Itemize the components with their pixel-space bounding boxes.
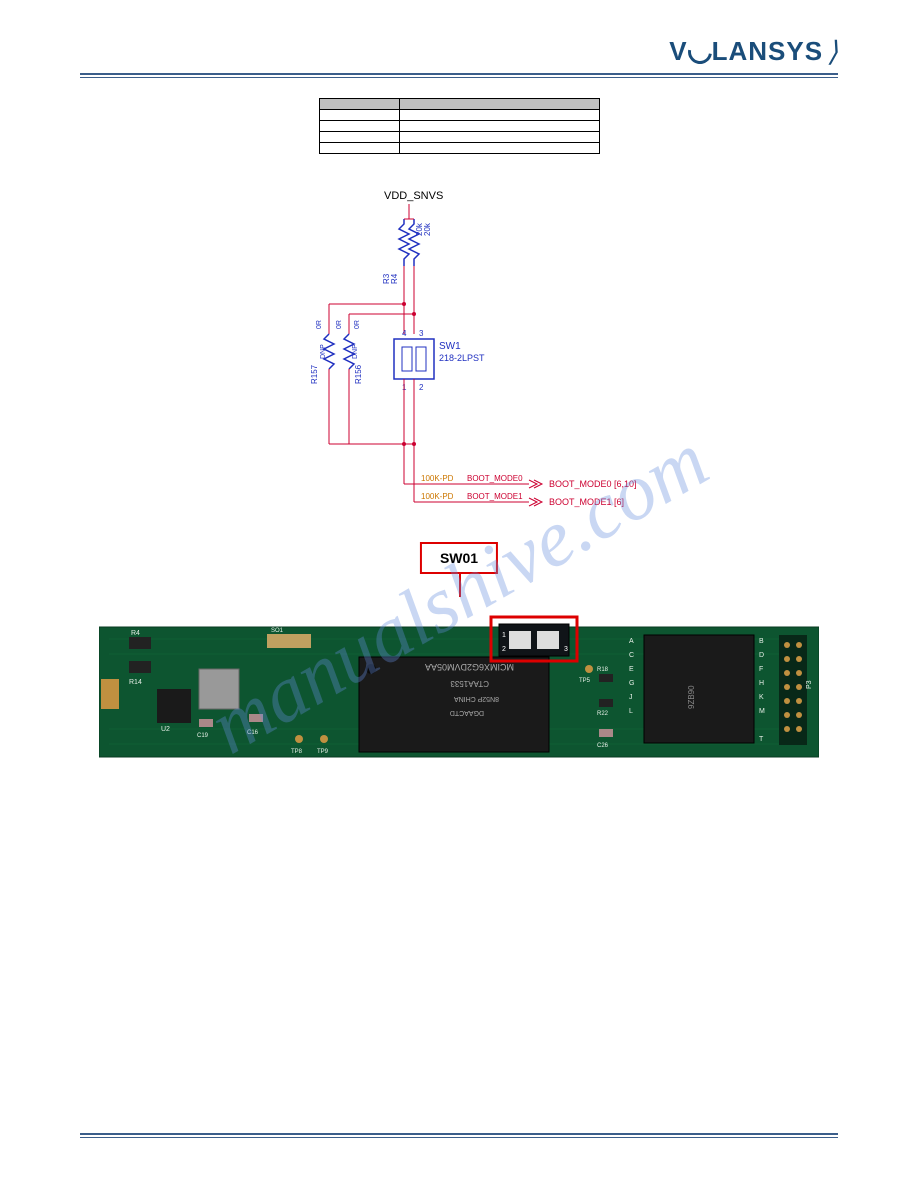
svg-text:TP5: TP5 [579,678,591,684]
table-row [319,121,599,132]
svg-text:0R: 0R [316,320,323,329]
svg-text:DNP: DNP [320,344,327,359]
svg-text:R4: R4 [390,273,399,284]
svg-text:CTAA1533: CTAA1533 [450,679,489,688]
svg-text:BOOT_MODE0: BOOT_MODE0 [467,474,523,483]
sw-callout-connector [459,572,461,597]
svg-text:3: 3 [564,646,568,653]
svg-text:C19: C19 [197,733,209,739]
svg-text:BOOT_MODE1: BOOT_MODE1 [467,492,523,501]
logo-text-v: V [669,36,687,67]
svg-text:3: 3 [419,329,424,338]
svg-text:C26: C26 [597,743,609,749]
pcb-svg: R4 R14 U2 C19 C16 TP8 TP9 MCIMX6G2DVM05A… [99,609,819,769]
logo: V LANSYS ⟩ [669,35,838,68]
svg-text:MCIMX6G2DVM05AA: MCIMX6G2DVM05AA [425,662,514,672]
svg-text:R18: R18 [597,667,609,673]
svg-text:R156: R156 [354,364,363,384]
svg-text:218-2LPST: 218-2LPST [439,353,485,363]
svg-text:M: M [759,708,765,715]
schematic-diagram: VDD_SNVS 20k 20k R3 R4 SW1 218-2LPST 4 3… [159,184,759,544]
svg-text:L: L [629,708,633,715]
svg-text:TP9: TP9 [317,749,329,755]
table-row [319,110,599,121]
svg-text:0R: 0R [336,320,343,329]
svg-text:R4: R4 [131,630,140,637]
logo-text-rest: LANSYS [712,36,823,67]
svg-text:SO1: SO1 [271,628,284,634]
table-header [319,99,399,110]
svg-text:D: D [759,652,764,659]
schematic-svg: VDD_SNVS 20k 20k R3 R4 SW1 218-2LPST 4 3… [209,184,709,539]
svg-text:F: F [759,666,763,673]
footer-links [0,1146,918,1148]
svg-text:T: T [759,736,764,743]
svg-text:E: E [629,666,634,673]
footer [0,1133,918,1148]
svg-text:1: 1 [502,632,506,639]
svg-text:H: H [759,680,764,687]
svg-text:R14: R14 [129,679,142,686]
content: VDD_SNVS 20k 20k R3 R4 SW1 218-2LPST 4 3… [0,98,918,769]
pcb-photo: R4 R14 U2 C19 C16 TP8 TP9 MCIMX6G2DVM05A… [80,609,838,769]
header: V LANSYS ⟩ [0,0,918,73]
vdd-label: VDD_SNVS [384,190,443,202]
footer-divider [80,1133,838,1138]
svg-text:J: J [629,694,633,701]
svg-text:100K-PD: 100K-PD [421,492,454,501]
table-header-row [319,99,599,110]
svg-text:0R: 0R [354,320,361,329]
svg-text:R157: R157 [310,364,319,384]
svg-text:TP8: TP8 [291,749,303,755]
svg-text:9ZB90: 9ZB90 [687,685,696,709]
svg-text:BOOT_MODE0 [6,10]: BOOT_MODE0 [6,10] [549,479,637,489]
svg-text:C: C [629,652,634,659]
table-row [319,132,599,143]
svg-text:U2: U2 [161,726,170,733]
svg-text:20k: 20k [423,222,432,236]
svg-text:G: G [629,680,634,687]
data-table [319,98,600,154]
table-header [399,99,599,110]
sw-callout-box: SW01 [420,542,498,574]
svg-text:P3: P3 [806,680,813,689]
svg-text:4: 4 [402,329,407,338]
sw-callout-label: SW01 [440,550,478,566]
svg-text:K: K [759,694,764,701]
svg-text:SW1: SW1 [439,341,461,352]
svg-text:100K-PD: 100K-PD [421,474,454,483]
svg-text:A: A [629,638,634,645]
logo-swoosh-icon: ⟩ [827,35,838,68]
svg-text:2: 2 [502,646,506,653]
svg-text:C16: C16 [247,730,259,736]
svg-text:DGAACTD: DGAACTD [450,709,484,716]
svg-text:2: 2 [419,383,424,392]
svg-text:8N52P CHINA: 8N52P CHINA [454,695,499,702]
svg-text:R22: R22 [597,711,609,717]
svg-text:BOOT_MODE1 [6]: BOOT_MODE1 [6] [549,497,624,507]
header-divider [80,73,838,78]
table-row [319,143,599,154]
svg-text:DNP: DNP [352,344,359,359]
svg-text:B: B [759,638,764,645]
